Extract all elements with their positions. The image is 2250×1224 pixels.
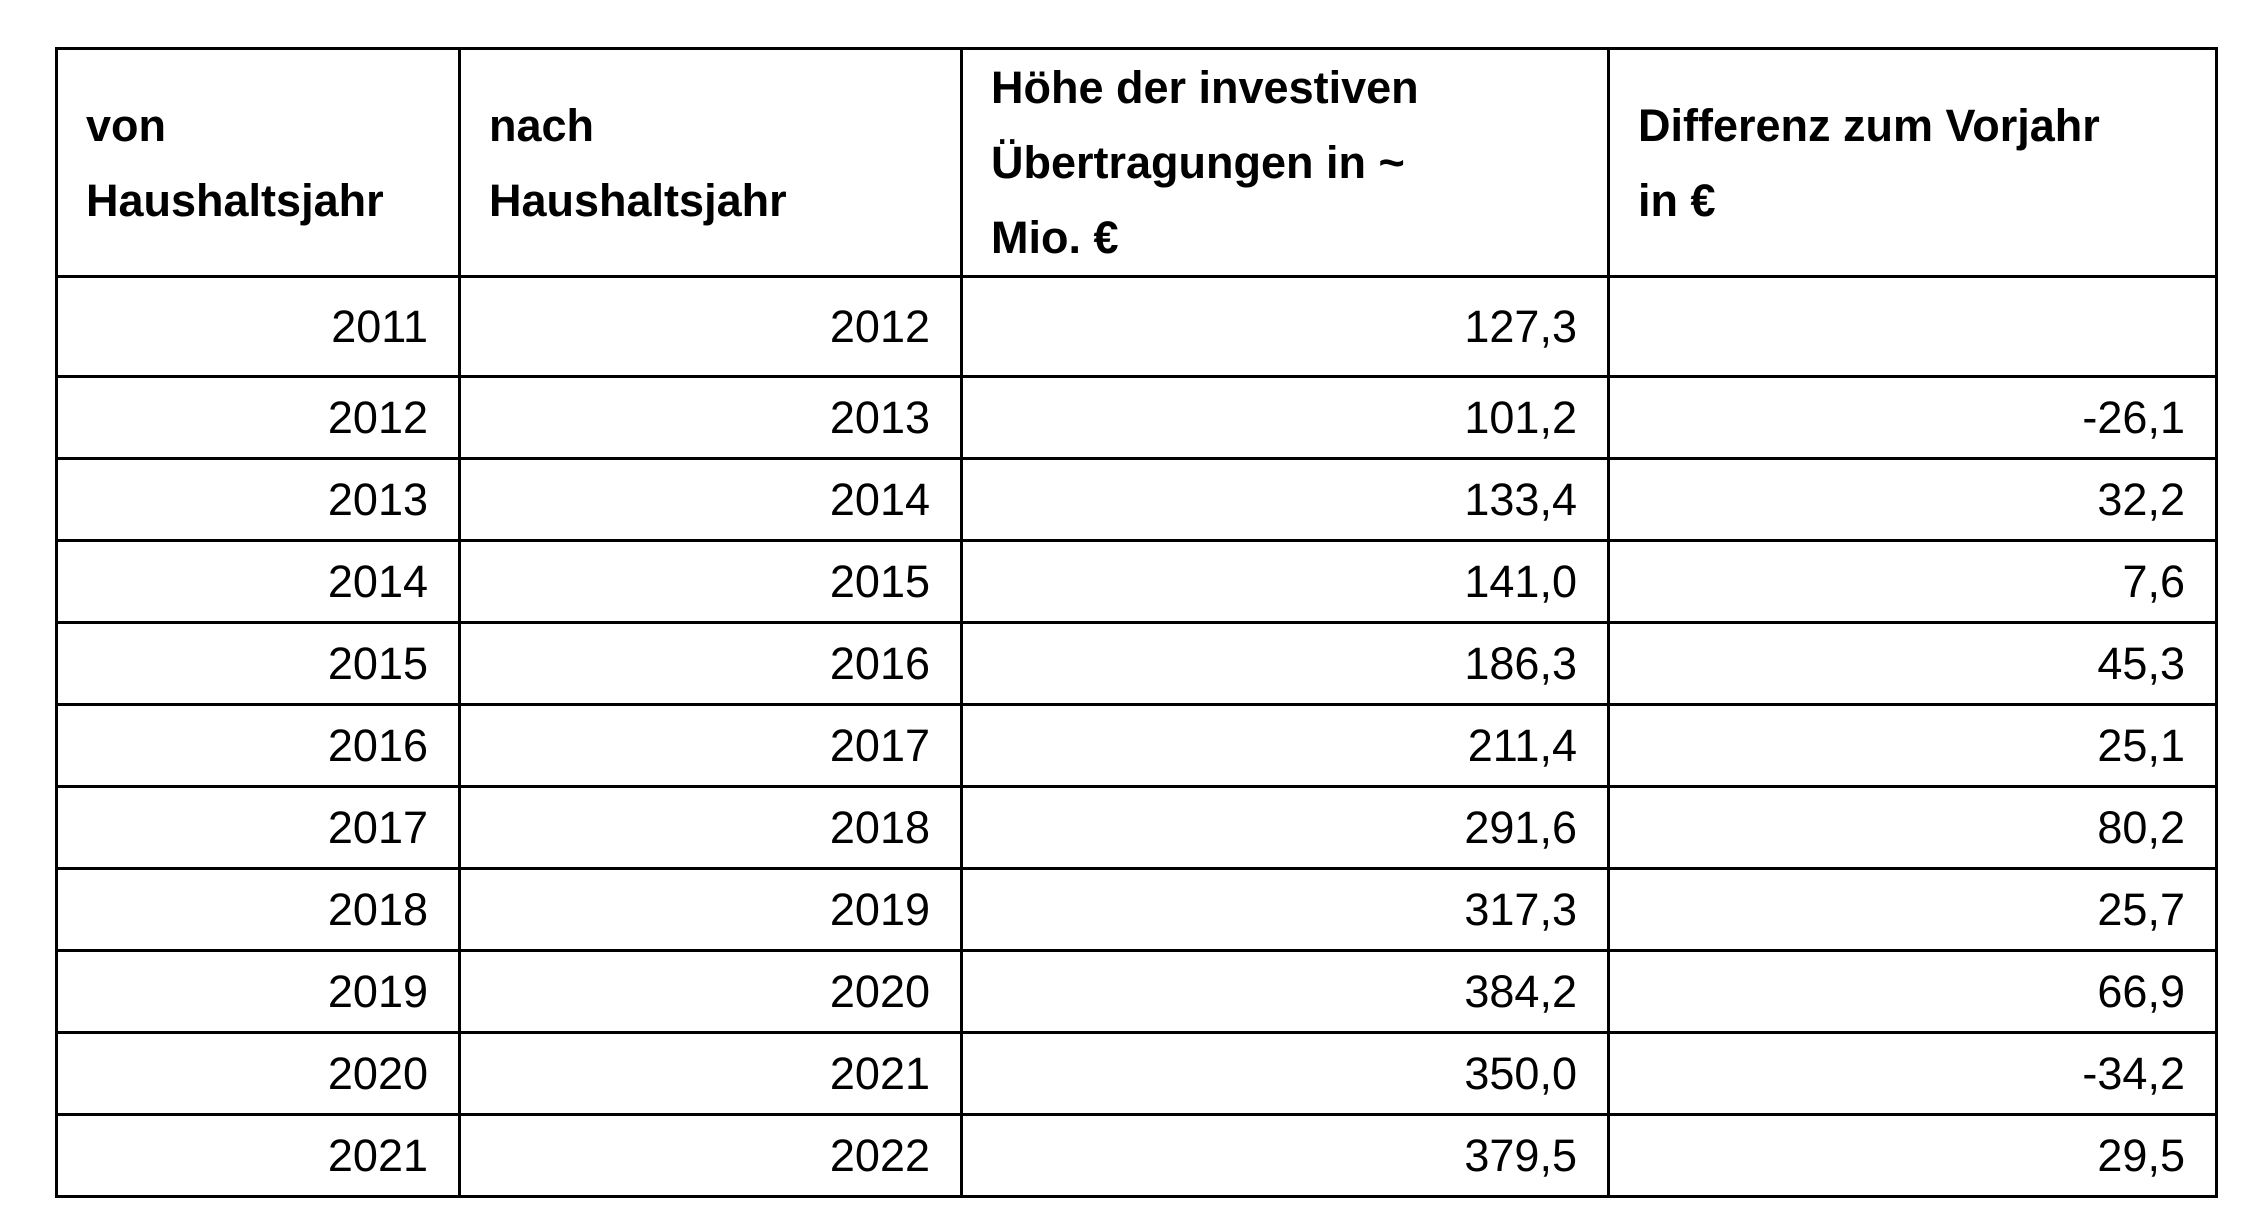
cell-nach: 2013 [458, 375, 963, 460]
cell-hoehe: 133,4 [960, 457, 1610, 542]
cell-von: 2017 [55, 785, 461, 870]
cell-von: 2011 [55, 275, 461, 378]
table-row: 2015 2016 186,3 45,3 [55, 621, 2218, 706]
header-line: Haushaltsjahr [86, 174, 384, 226]
column-header-nach-haushaltsjahr: nach Haushaltsjahr [458, 47, 963, 278]
cell-differenz: 29,5 [1607, 1113, 2218, 1198]
table-row: 2016 2017 211,4 25,1 [55, 703, 2218, 788]
header-line: nach [489, 99, 595, 151]
column-header-differenz-vorjahr: Differenz zum Vorjahr in € [1607, 47, 2218, 278]
header-line: Höhe der investiven [991, 62, 1419, 113]
cell-hoehe: 127,3 [960, 275, 1610, 378]
table-header: von Haushaltsjahr nach Haushaltsjahr Höh… [55, 47, 2218, 278]
column-header-hoehe-uebertragungen: Höhe der investiven Übertragungen in ~ M… [960, 47, 1610, 278]
cell-nach: 2014 [458, 457, 963, 542]
cell-hoehe: 291,6 [960, 785, 1610, 870]
cell-differenz: 80,2 [1607, 785, 2218, 870]
cell-hoehe: 101,2 [960, 375, 1610, 460]
table-row: 2019 2020 384,2 66,9 [55, 949, 2218, 1034]
cell-nach: 2021 [458, 1031, 963, 1116]
cell-differenz [1607, 275, 2218, 378]
table-row: 2021 2022 379,5 29,5 [55, 1113, 2218, 1198]
cell-differenz: 32,2 [1607, 457, 2218, 542]
cell-von: 2019 [55, 949, 461, 1034]
cell-differenz: 66,9 [1607, 949, 2218, 1034]
header-line: in € [1638, 174, 1716, 226]
cell-hoehe: 384,2 [960, 949, 1610, 1034]
cell-differenz: 7,6 [1607, 539, 2218, 624]
table-row: 2011 2012 127,3 [55, 275, 2218, 378]
cell-hoehe: 379,5 [960, 1113, 1610, 1198]
cell-von: 2015 [55, 621, 461, 706]
table-row: 2014 2015 141,0 7,6 [55, 539, 2218, 624]
cell-von: 2016 [55, 703, 461, 788]
cell-nach: 2012 [458, 275, 963, 378]
table-body: 2011 2012 127,3 2012 2013 101,2 -26,1 20… [55, 275, 2218, 1198]
cell-differenz: 25,7 [1607, 867, 2218, 952]
cell-von: 2018 [55, 867, 461, 952]
table-row: 2012 2013 101,2 -26,1 [55, 375, 2218, 460]
header-row: von Haushaltsjahr nach Haushaltsjahr Höh… [55, 47, 2218, 278]
header-line: Mio. € [991, 212, 1119, 263]
table-row: 2018 2019 317,3 25,7 [55, 867, 2218, 952]
cell-von: 2020 [55, 1031, 461, 1116]
cell-hoehe: 141,0 [960, 539, 1610, 624]
cell-nach: 2018 [458, 785, 963, 870]
header-line: von [86, 99, 167, 151]
header-line: Übertragungen in ~ [991, 137, 1405, 188]
cell-differenz: -26,1 [1607, 375, 2218, 460]
cell-nach: 2020 [458, 949, 963, 1034]
cell-differenz: 25,1 [1607, 703, 2218, 788]
cell-nach: 2017 [458, 703, 963, 788]
cell-differenz: -34,2 [1607, 1031, 2218, 1116]
cell-hoehe: 317,3 [960, 867, 1610, 952]
cell-von: 2021 [55, 1113, 461, 1198]
table-row: 2017 2018 291,6 80,2 [55, 785, 2218, 870]
cell-von: 2012 [55, 375, 461, 460]
cell-nach: 2022 [458, 1113, 963, 1198]
cell-hoehe: 350,0 [960, 1031, 1610, 1116]
cell-von: 2014 [55, 539, 461, 624]
cell-nach: 2015 [458, 539, 963, 624]
investive-uebertragungen-table: von Haushaltsjahr nach Haushaltsjahr Höh… [55, 47, 2218, 1198]
cell-differenz: 45,3 [1607, 621, 2218, 706]
table-row: 2013 2014 133,4 32,2 [55, 457, 2218, 542]
cell-hoehe: 186,3 [960, 621, 1610, 706]
cell-von: 2013 [55, 457, 461, 542]
column-header-von-haushaltsjahr: von Haushaltsjahr [55, 47, 461, 278]
cell-nach: 2016 [458, 621, 963, 706]
cell-nach: 2019 [458, 867, 963, 952]
header-line: Differenz zum Vorjahr [1638, 99, 2100, 151]
table-row: 2020 2021 350,0 -34,2 [55, 1031, 2218, 1116]
header-line: Haushaltsjahr [489, 174, 787, 226]
cell-hoehe: 211,4 [960, 703, 1610, 788]
